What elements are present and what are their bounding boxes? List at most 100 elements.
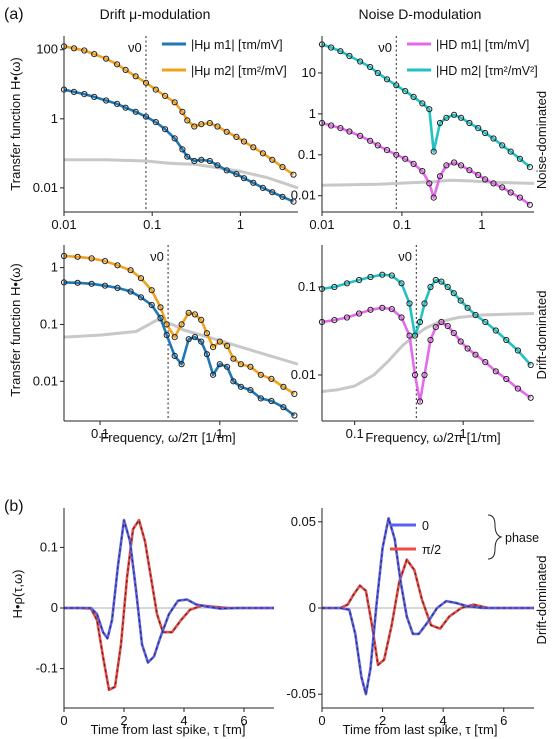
- y-tick-label: 0: [309, 600, 316, 615]
- data-point: [210, 344, 217, 351]
- data-point: [223, 128, 230, 135]
- data-point: [257, 371, 264, 378]
- data-point: [142, 113, 150, 120]
- row-label-drift-a: Drift-dominated: [534, 291, 549, 380]
- data-point: [458, 114, 465, 121]
- data-point: [419, 168, 426, 175]
- data-point: [127, 288, 134, 295]
- data-point: [398, 280, 405, 287]
- data-point: [279, 164, 286, 171]
- data-point: [492, 327, 499, 334]
- y-tick-label: 0.01: [33, 180, 58, 195]
- data-point: [191, 123, 198, 130]
- data-point: [436, 173, 444, 180]
- data-point: [162, 126, 169, 133]
- data-point: [514, 385, 522, 392]
- column-title-mu: Drift μ-modulation: [100, 6, 211, 22]
- data-point: [259, 150, 266, 157]
- x-tick-label: 2: [379, 713, 386, 728]
- data-point: [279, 193, 286, 200]
- series-dash-1: [64, 518, 274, 691]
- data-point: [374, 69, 381, 77]
- data-point: [507, 148, 514, 155]
- data-point: [259, 184, 266, 191]
- data-point: [101, 282, 109, 289]
- data-point: [503, 336, 510, 344]
- legend-phase: 0 π/2 phase: [390, 514, 539, 560]
- data-point: [416, 318, 424, 326]
- data-point: [444, 322, 451, 330]
- x-tick-label: 0.1: [393, 217, 411, 232]
- data-point: [421, 371, 428, 379]
- data-point: [114, 284, 121, 291]
- data-point: [210, 371, 217, 378]
- data-point: [280, 383, 287, 390]
- data-point: [466, 119, 473, 127]
- data-point: [514, 347, 522, 354]
- data-point: [81, 91, 88, 98]
- data-point: [157, 304, 164, 311]
- data-point: [148, 287, 155, 294]
- column-title-D: Noise D-modulation: [359, 6, 482, 22]
- data-point: [206, 157, 213, 165]
- data-point: [526, 164, 534, 171]
- data-point: [438, 318, 445, 326]
- data-point: [214, 123, 221, 130]
- data-point: [184, 117, 191, 124]
- data-point: [450, 329, 457, 337]
- data-point: [250, 179, 257, 186]
- data-point: [198, 156, 205, 163]
- data-point: [410, 93, 417, 101]
- data-point: [393, 151, 400, 158]
- series-line-1: [322, 558, 534, 667]
- data-point: [388, 272, 395, 279]
- data-point: [482, 129, 489, 137]
- data-point: [191, 157, 198, 165]
- data-point: [466, 167, 473, 174]
- data-point: [406, 300, 413, 307]
- data-point: [346, 52, 353, 60]
- data-point: [198, 338, 205, 345]
- x-tick-label: 0.01: [309, 217, 334, 232]
- x-tick-label: 0.01: [51, 217, 76, 232]
- data-point: [122, 104, 129, 111]
- series-dash-0: [322, 518, 534, 695]
- data-point: [237, 383, 244, 390]
- data-point: [291, 412, 298, 419]
- data-point: [216, 361, 223, 368]
- data-point: [426, 180, 433, 187]
- data-point: [230, 355, 237, 362]
- data-point: [464, 345, 471, 352]
- data-point: [490, 180, 497, 187]
- x-tick-label: 1: [216, 426, 223, 441]
- data-point: [527, 394, 534, 401]
- x-tick-label: 4: [440, 713, 447, 728]
- data-point: [184, 153, 191, 160]
- data-point: [148, 301, 155, 309]
- data-point: [379, 271, 386, 278]
- data-point: [367, 137, 374, 144]
- y-tick-label: 0.01: [291, 188, 316, 203]
- data-point: [443, 114, 450, 121]
- legend-phase-label-1: π/2: [422, 543, 441, 557]
- series-line-1: [321, 43, 531, 169]
- data-point: [499, 184, 506, 191]
- data-point: [337, 125, 344, 132]
- data-point: [457, 297, 464, 304]
- data-point: [430, 148, 437, 155]
- data-point: [247, 387, 254, 394]
- data-point: [214, 162, 221, 169]
- x-tick-label: 0.1: [143, 217, 161, 232]
- x-tick-label: 6: [240, 713, 247, 728]
- y-tick-label: -0.05: [286, 686, 316, 701]
- xlabel-time-right: Time from last spike, τ [τm]: [343, 722, 498, 737]
- data-point: [230, 378, 237, 385]
- y-tick-label: 1: [309, 106, 316, 121]
- data-point: [402, 88, 409, 95]
- data-point: [240, 138, 248, 145]
- ylabel-kernel: H•ρ(τ,ω): [10, 570, 25, 619]
- data-point: [74, 279, 81, 286]
- data-point: [198, 121, 205, 128]
- data-point: [257, 395, 264, 402]
- y-tick-label: -0.1: [36, 661, 58, 676]
